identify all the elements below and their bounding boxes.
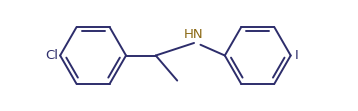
Text: I: I <box>294 49 298 62</box>
Text: Cl: Cl <box>45 49 58 62</box>
Text: HN: HN <box>184 28 204 41</box>
